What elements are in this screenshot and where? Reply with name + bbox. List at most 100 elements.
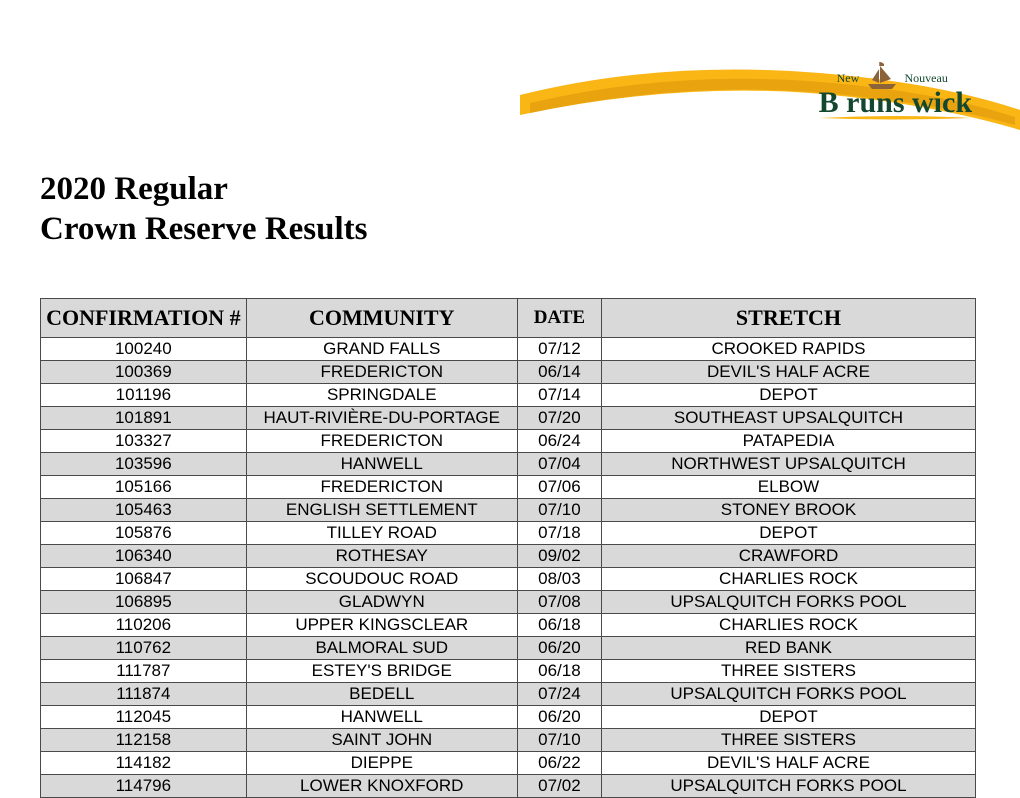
cell-confirmation: 112045 bbox=[41, 706, 247, 729]
cell-stretch: CHARLIES ROCK bbox=[601, 614, 975, 637]
cell-date: 07/02 bbox=[517, 775, 601, 798]
cell-confirmation: 106895 bbox=[41, 591, 247, 614]
table-row: 101891HAUT-RIVIÈRE-DU-PORTAGE07/20SOUTHE… bbox=[41, 407, 976, 430]
title-line-2: Crown Reserve Results bbox=[40, 210, 368, 250]
table-row: 106895GLADWYN07/08UPSALQUITCH FORKS POOL bbox=[41, 591, 976, 614]
cell-date: 06/18 bbox=[517, 660, 601, 683]
brunswick-logo: B Newruns Nouveauwick bbox=[819, 88, 972, 118]
cell-date: 07/18 bbox=[517, 522, 601, 545]
cell-community: HANWELL bbox=[246, 706, 517, 729]
cell-community: DIEPPE bbox=[246, 752, 517, 775]
header-region: B Newruns Nouveauwick bbox=[0, 0, 1020, 170]
cell-date: 07/20 bbox=[517, 407, 601, 430]
cell-stretch: THREE SISTERS bbox=[601, 729, 975, 752]
table-row: 112045HANWELL06/20DEPOT bbox=[41, 706, 976, 729]
table-header-row: CONFIRMATION # COMMUNITY DATE STRETCH bbox=[41, 299, 976, 338]
table-row: 106340ROTHESAY09/02CRAWFORD bbox=[41, 545, 976, 568]
cell-date: 07/04 bbox=[517, 453, 601, 476]
cell-confirmation: 106340 bbox=[41, 545, 247, 568]
page-title: 2020 Regular Crown Reserve Results bbox=[40, 170, 368, 249]
cell-community: SCOUDOUC ROAD bbox=[246, 568, 517, 591]
table-row: 101196SPRINGDALE07/14DEPOT bbox=[41, 384, 976, 407]
table-row: 100240GRAND FALLS07/12CROOKED RAPIDS bbox=[41, 338, 976, 361]
cell-date: 06/18 bbox=[517, 614, 601, 637]
cell-stretch: NORTHWEST UPSALQUITCH bbox=[601, 453, 975, 476]
cell-stretch: ELBOW bbox=[601, 476, 975, 499]
table-row: 105463ENGLISH SETTLEMENT07/10STONEY BROO… bbox=[41, 499, 976, 522]
logo-brand-text: B Newruns Nouveauwick bbox=[819, 88, 972, 118]
cell-confirmation: 110206 bbox=[41, 614, 247, 637]
cell-stretch: CRAWFORD bbox=[601, 545, 975, 568]
cell-stretch: DEPOT bbox=[601, 384, 975, 407]
results-table: CONFIRMATION # COMMUNITY DATE STRETCH 10… bbox=[40, 298, 976, 798]
cell-confirmation: 101891 bbox=[41, 407, 247, 430]
header-community: COMMUNITY bbox=[246, 299, 517, 338]
cell-confirmation: 112158 bbox=[41, 729, 247, 752]
cell-date: 06/24 bbox=[517, 430, 601, 453]
cell-confirmation: 114182 bbox=[41, 752, 247, 775]
table-row: 110206UPPER KINGSCLEAR06/18CHARLIES ROCK bbox=[41, 614, 976, 637]
cell-confirmation: 100240 bbox=[41, 338, 247, 361]
cell-date: 07/10 bbox=[517, 499, 601, 522]
table-row: 112158SAINT JOHN07/10THREE SISTERS bbox=[41, 729, 976, 752]
logo-underline bbox=[819, 115, 972, 121]
cell-confirmation: 103596 bbox=[41, 453, 247, 476]
cell-community: ESTEY'S BRIDGE bbox=[246, 660, 517, 683]
cell-community: BEDELL bbox=[246, 683, 517, 706]
cell-community: GRAND FALLS bbox=[246, 338, 517, 361]
cell-community: ROTHESAY bbox=[246, 545, 517, 568]
cell-community: LOWER KNOXFORD bbox=[246, 775, 517, 798]
cell-date: 06/22 bbox=[517, 752, 601, 775]
cell-community: FREDERICTON bbox=[246, 430, 517, 453]
cell-community: BALMORAL SUD bbox=[246, 637, 517, 660]
cell-community: SPRINGDALE bbox=[246, 384, 517, 407]
cell-date: 07/12 bbox=[517, 338, 601, 361]
cell-date: 07/14 bbox=[517, 384, 601, 407]
cell-stretch: RED BANK bbox=[601, 637, 975, 660]
cell-confirmation: 105876 bbox=[41, 522, 247, 545]
cell-stretch: STONEY BROOK bbox=[601, 499, 975, 522]
cell-confirmation: 103327 bbox=[41, 430, 247, 453]
table-body: 100240GRAND FALLS07/12CROOKED RAPIDS1003… bbox=[41, 338, 976, 798]
table-row: 111787ESTEY'S BRIDGE06/18THREE SISTERS bbox=[41, 660, 976, 683]
cell-community: TILLEY ROAD bbox=[246, 522, 517, 545]
cell-date: 07/24 bbox=[517, 683, 601, 706]
cell-stretch: CROOKED RAPIDS bbox=[601, 338, 975, 361]
cell-date: 06/14 bbox=[517, 361, 601, 384]
cell-community: UPPER KINGSCLEAR bbox=[246, 614, 517, 637]
cell-stretch: DEVIL'S HALF ACRE bbox=[601, 752, 975, 775]
cell-confirmation: 110762 bbox=[41, 637, 247, 660]
cell-community: FREDERICTON bbox=[246, 476, 517, 499]
table-row: 114796LOWER KNOXFORD07/02UPSALQUITCH FOR… bbox=[41, 775, 976, 798]
cell-date: 09/02 bbox=[517, 545, 601, 568]
cell-community: ENGLISH SETTLEMENT bbox=[246, 499, 517, 522]
cell-date: 06/20 bbox=[517, 706, 601, 729]
cell-stretch: CHARLIES ROCK bbox=[601, 568, 975, 591]
table-row: 110762BALMORAL SUD06/20RED BANK bbox=[41, 637, 976, 660]
cell-confirmation: 101196 bbox=[41, 384, 247, 407]
logo-small-nouveau: Nouveau bbox=[905, 72, 948, 84]
cell-stretch: SOUTHEAST UPSALQUITCH bbox=[601, 407, 975, 430]
table-row: 106847SCOUDOUC ROAD08/03CHARLIES ROCK bbox=[41, 568, 976, 591]
cell-stretch: UPSALQUITCH FORKS POOL bbox=[601, 775, 975, 798]
cell-date: 06/20 bbox=[517, 637, 601, 660]
header-date: DATE bbox=[517, 299, 601, 338]
cell-community: HAUT-RIVIÈRE-DU-PORTAGE bbox=[246, 407, 517, 430]
table-row: 100369FREDERICTON06/14DEVIL'S HALF ACRE bbox=[41, 361, 976, 384]
table-row: 103327FREDERICTON06/24PATAPEDIA bbox=[41, 430, 976, 453]
cell-date: 07/10 bbox=[517, 729, 601, 752]
cell-confirmation: 105166 bbox=[41, 476, 247, 499]
cell-stretch: UPSALQUITCH FORKS POOL bbox=[601, 591, 975, 614]
cell-confirmation: 111787 bbox=[41, 660, 247, 683]
cell-stretch: UPSALQUITCH FORKS POOL bbox=[601, 683, 975, 706]
table-row: 103596HANWELL07/04NORTHWEST UPSALQUITCH bbox=[41, 453, 976, 476]
header-stretch: STRETCH bbox=[601, 299, 975, 338]
cell-confirmation: 114796 bbox=[41, 775, 247, 798]
table-row: 114182DIEPPE06/22DEVIL'S HALF ACRE bbox=[41, 752, 976, 775]
cell-date: 07/08 bbox=[517, 591, 601, 614]
title-line-1: 2020 Regular bbox=[40, 170, 368, 210]
table-row: 105166FREDERICTON07/06ELBOW bbox=[41, 476, 976, 499]
cell-community: FREDERICTON bbox=[246, 361, 517, 384]
cell-confirmation: 106847 bbox=[41, 568, 247, 591]
cell-stretch: DEVIL'S HALF ACRE bbox=[601, 361, 975, 384]
